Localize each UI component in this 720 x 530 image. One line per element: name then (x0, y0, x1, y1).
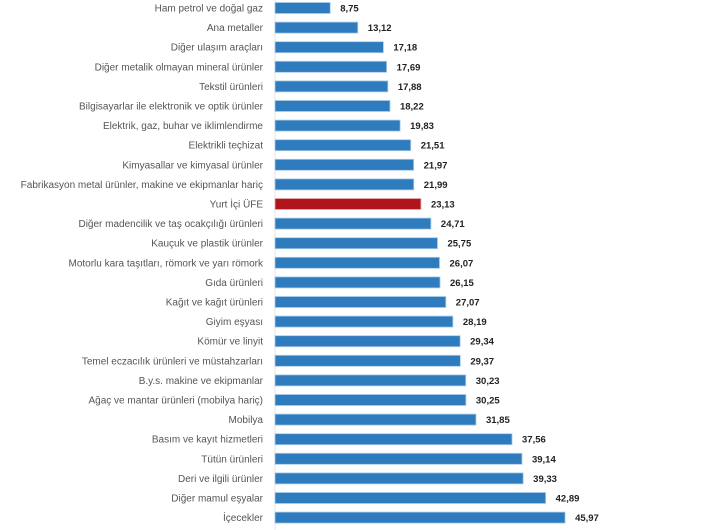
category-label: Basım ve kayıt hizmetleri (152, 435, 263, 446)
category-label: Tütün ürünleri (201, 454, 263, 465)
category-label: Giyim eşyası (206, 317, 263, 328)
value-label: 18,22 (400, 102, 424, 113)
bar-highlight (274, 198, 422, 210)
bar (274, 41, 384, 54)
category-label: Ham petrol ve doğal gaz (155, 4, 263, 15)
bar (274, 2, 331, 14)
category-label: Motorlu kara taşıtları, römork ve yarı r… (69, 258, 264, 269)
bar (274, 139, 412, 152)
value-label: 31,85 (486, 415, 510, 426)
bar (274, 158, 415, 171)
bar (274, 60, 388, 73)
category-label: B.y.s. makine ve ekipmanlar (139, 376, 264, 387)
category-label: Kömür ve linyit (197, 337, 263, 348)
value-label: 21,97 (424, 160, 448, 171)
bar (274, 511, 566, 524)
value-label: 30,23 (476, 376, 500, 387)
value-label: 17,18 (393, 43, 417, 54)
category-label: Temel eczacılık ürünleri ve müstahzarlar… (82, 356, 263, 367)
value-label: 28,19 (463, 317, 487, 328)
value-label: 42,89 (556, 494, 580, 505)
value-label: 29,34 (470, 337, 494, 348)
category-label: Diğer mamul eşyalar (171, 494, 263, 505)
bar (274, 335, 461, 348)
value-label: 17,69 (397, 62, 421, 73)
category-label: Diğer madencilik ve taş ocakçılığı ürünl… (78, 219, 263, 230)
category-label: Diğer metalik olmayan mineral ürünler (95, 62, 264, 73)
value-label: 26,15 (450, 278, 474, 289)
value-label: 25,75 (447, 239, 471, 250)
category-label: Bilgisayarlar ile elektronik ve optik ür… (79, 102, 264, 113)
category-label: Yurt İçi ÜFE (210, 198, 264, 211)
value-label: 30,25 (476, 396, 500, 407)
bar (274, 178, 415, 191)
category-label: Ağaç ve mantar ürünleri (mobilya hariç) (88, 396, 263, 407)
category-label: Ana metaller (207, 23, 264, 34)
bar (274, 374, 467, 387)
value-label: 39,33 (533, 474, 557, 485)
bar (274, 394, 467, 406)
category-label: Mobilya (229, 415, 264, 426)
bar (274, 100, 391, 112)
category-label: Kağıt ve kağıt ürünleri (166, 298, 263, 309)
value-label: 39,14 (532, 454, 556, 465)
value-label: 17,88 (398, 82, 422, 93)
value-label: 13,12 (368, 23, 392, 34)
value-label: 37,56 (522, 435, 546, 446)
category-label: Elektrik, gaz, buhar ve iklimlendirme (103, 121, 263, 132)
value-label: 26,07 (450, 258, 474, 269)
bar (274, 217, 432, 230)
value-label: 21,51 (421, 141, 445, 152)
bar (274, 413, 477, 426)
bar (274, 21, 359, 34)
bar (274, 80, 389, 93)
category-label: Deri ve ilgili ürünler (178, 474, 264, 485)
bar (274, 315, 454, 328)
value-label: 19,83 (410, 121, 434, 132)
bar (274, 452, 523, 465)
value-label: 8,75 (340, 4, 359, 15)
category-label: İçecekler (223, 511, 264, 524)
bar (274, 276, 441, 289)
category-label: Diğer ulaşım araçları (171, 43, 263, 54)
value-label: 23,13 (431, 200, 455, 211)
value-label: 27,07 (456, 298, 480, 309)
value-label: 21,99 (424, 180, 448, 191)
bar (274, 119, 401, 132)
value-label: 45,97 (575, 513, 599, 524)
bar (274, 256, 440, 269)
bar (274, 492, 547, 504)
bar (274, 237, 438, 250)
category-label: Kauçuk ve plastik ürünler (151, 239, 263, 250)
bar (274, 354, 461, 367)
bar (274, 296, 447, 308)
category-label: Kimyasallar ve kimyasal ürünler (122, 160, 263, 171)
value-label: 24,71 (441, 219, 465, 230)
category-label: Fabrikasyon metal ürünler, makine ve eki… (21, 180, 263, 191)
bar (274, 433, 513, 446)
bar (274, 472, 524, 485)
category-label: Elektrikli teçhizat (189, 141, 264, 152)
category-label: Tekstil ürünleri (199, 82, 263, 93)
value-label: 29,37 (470, 356, 494, 367)
category-label: Gıda ürünleri (205, 278, 263, 289)
